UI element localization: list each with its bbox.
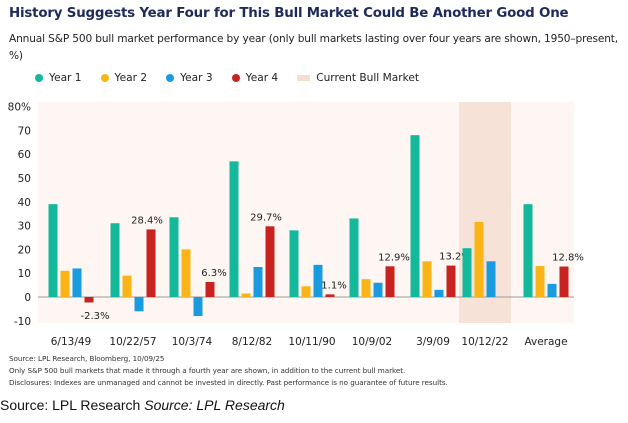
legend-marker <box>35 74 43 82</box>
bar-year-4 <box>205 282 215 297</box>
bar-year-2 <box>181 249 191 297</box>
legend-item-year-4: Year 4 <box>231 72 279 84</box>
bar-year-3 <box>486 261 496 297</box>
bar-year-2 <box>241 293 251 297</box>
y-tick-label: 30 <box>18 221 31 233</box>
chart-title: History Suggests Year Four for This Bull… <box>9 6 569 21</box>
legend-label: Current Bull Market <box>316 72 419 84</box>
bar-year-4 <box>84 297 94 303</box>
footnote-source: Source: LPL Research, Bloomberg, 10/09/2… <box>9 354 165 363</box>
bar-year-4 <box>146 229 156 297</box>
y-tick-label: 50 <box>18 173 31 185</box>
bar-year-1 <box>523 204 533 297</box>
legend-item-year-1: Year 1 <box>35 72 82 84</box>
image-caption: Source: LPL Research Source: LPL Researc… <box>0 397 285 413</box>
caption-italic: Source: LPL Research <box>144 397 285 413</box>
bar-year-3 <box>434 289 444 297</box>
data-label: 29.7% <box>250 212 282 223</box>
bar-year-3 <box>313 264 323 297</box>
chart-legend: Year 1 Year 2 Year 3 Year 4 Current Bull… <box>35 72 438 84</box>
y-tick-label: -10 <box>14 316 31 328</box>
y-tick-label: 40 <box>18 197 31 209</box>
data-label: 12.8% <box>552 253 584 264</box>
footnote-disclosure: Disclosures: Indexes are unmanaged and c… <box>9 378 448 387</box>
bar-year-1 <box>229 161 239 297</box>
data-label: 13.2% <box>439 252 471 263</box>
bar-year-2 <box>122 275 132 297</box>
bar-year-1 <box>349 218 359 297</box>
bar-year-3 <box>193 297 203 317</box>
bar-year-2 <box>301 286 311 297</box>
bar-year-2 <box>361 279 371 297</box>
data-label: 1.1% <box>321 280 346 291</box>
legend-marker <box>231 74 240 82</box>
x-tick-label: 10/3/74 <box>172 336 213 348</box>
x-tick-label: 8/12/82 <box>232 336 272 348</box>
x-tick-label: 6/13/49 <box>51 336 91 348</box>
bar-year-3 <box>134 297 144 312</box>
bar-year-1 <box>169 217 179 297</box>
bar-year-4 <box>325 294 335 297</box>
y-tick-label: 20 <box>18 244 31 256</box>
y-tick-label: 60 <box>18 149 31 161</box>
bar-year-3 <box>373 282 383 297</box>
data-label: 28.4% <box>131 215 163 226</box>
y-tick-label: 80% <box>8 102 31 114</box>
bar-year-3 <box>547 283 557 297</box>
x-tick-label: 10/11/90 <box>288 336 335 348</box>
legend-label: Year 4 <box>245 72 279 84</box>
caption-plain: Source: LPL Research <box>0 397 145 413</box>
bar-year-2 <box>60 270 70 297</box>
bar-year-4 <box>446 265 456 297</box>
chart-subtitle: Annual S&P 500 bull market performance b… <box>9 33 618 62</box>
x-tick-label: Average <box>524 336 567 348</box>
y-tick-label: 70 <box>18 125 31 137</box>
legend-marker <box>100 74 109 82</box>
legend-label: Year 1 <box>49 72 82 84</box>
legend-label: Year 3 <box>180 72 213 84</box>
data-label: 12.9% <box>378 252 410 263</box>
bar-year-2 <box>474 222 484 297</box>
x-tick-label: 10/12/22 <box>461 336 508 348</box>
bar-year-3 <box>72 268 82 297</box>
bar-year-4 <box>559 266 569 297</box>
data-label: -2.3% <box>80 311 109 322</box>
x-tick-label: 10/22/57 <box>109 336 156 348</box>
legend-marker <box>166 74 175 82</box>
legend-label: Year 2 <box>114 72 148 84</box>
bar-chart: 80% 70 60 50 40 30 20 10 0 -10 -2.3% 6/13/49 28.4% 10… <box>8 102 584 348</box>
bar-year-1 <box>462 248 472 297</box>
x-tick-label: 3/9/09 <box>416 336 450 348</box>
bar-year-1 <box>289 230 299 297</box>
bar-year-1 <box>48 204 58 297</box>
footnote-note: Only S&P 500 bull markets that made it t… <box>9 366 406 375</box>
bar-year-1 <box>110 223 120 297</box>
data-label: 6.3% <box>201 268 226 279</box>
y-tick-label: 0 <box>24 292 31 304</box>
y-tick-label: 10 <box>18 268 31 280</box>
bar-year-4 <box>265 226 275 297</box>
legend-item-current-bull-market: Current Bull Market <box>297 72 419 84</box>
bar-year-3 <box>253 267 263 297</box>
legend-item-year-3: Year 3 <box>166 72 213 84</box>
bar-year-1 <box>410 135 420 297</box>
legend-item-year-2: Year 2 <box>100 72 148 84</box>
x-tick-label: 10/9/02 <box>352 336 392 348</box>
legend-marker <box>297 75 311 81</box>
bar-year-4 <box>385 266 395 297</box>
bar-year-2 <box>535 266 545 297</box>
bar-year-2 <box>422 261 432 297</box>
